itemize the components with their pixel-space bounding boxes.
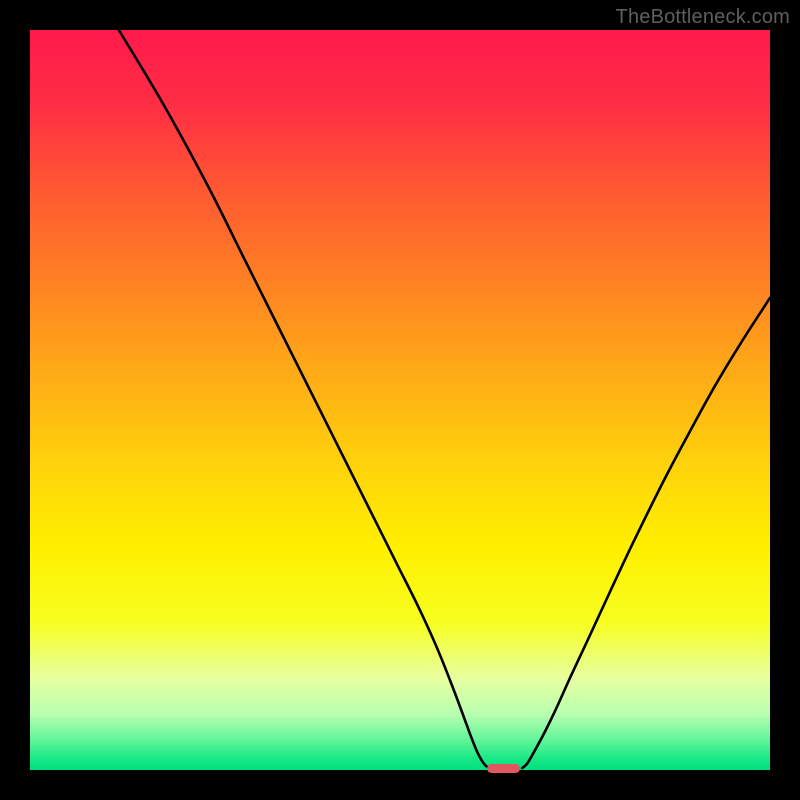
curve-right-branch: [522, 298, 770, 768]
curve-left-branch: [119, 30, 489, 768]
bottleneck-dip-marker: [487, 764, 520, 773]
curve-overlay: [30, 30, 770, 770]
watermark-text: TheBottleneck.com: [616, 6, 790, 29]
chart-container: TheBottleneck.com: [0, 0, 800, 800]
plot-area: [30, 30, 770, 770]
